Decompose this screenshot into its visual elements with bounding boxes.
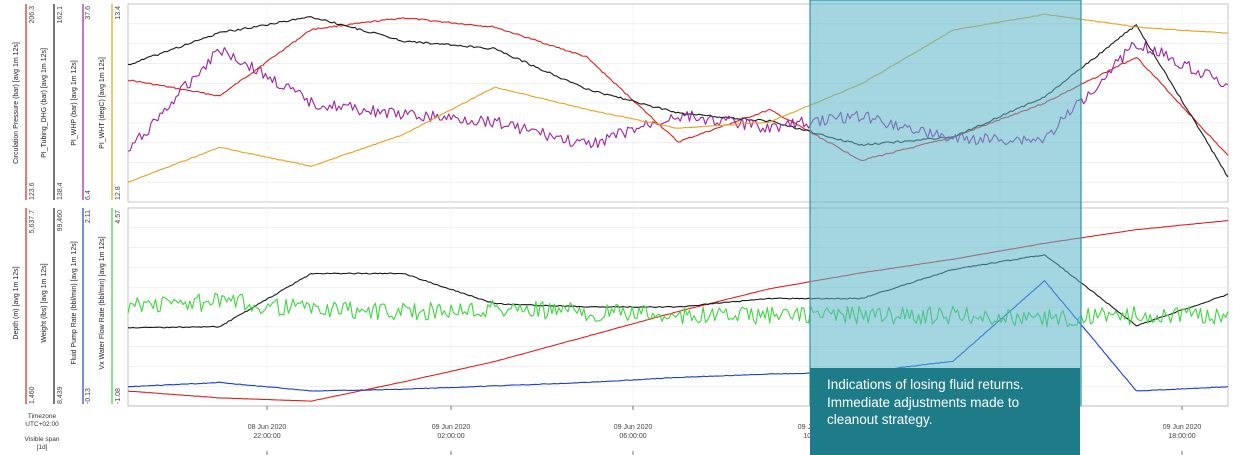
upper-axis-ticks: 206.3 123.6 162.1 138.4 37.6 6.4 13.4 12… xyxy=(29,6,122,200)
lower-axis-labels: Depth (m) [avg 1m 12s] Weight (lbs) [avg… xyxy=(13,236,106,369)
timezone-label: Timezone xyxy=(28,413,57,420)
axis-label-depth: Depth (m) [avg 1m 12s] xyxy=(13,266,20,339)
x-tick-time: 06:00:00 xyxy=(619,433,646,440)
lower-axis-ticks: 5,637.7 1,460 99,460 8,439 2.11 -0.13 4.… xyxy=(29,210,122,404)
annotation-callout: Indications of losing fluid returns. Imm… xyxy=(810,368,1080,455)
callout-line-3: cleanout strategy. xyxy=(827,412,933,427)
axis-label-fluid-pump-rate: Fluid Pump Rate (bbl/min) [avg 1m 12s] xyxy=(71,241,78,364)
x-tick-1: 09 Jun 2020 02:00:00 xyxy=(432,424,471,440)
tick-depth-max: 5,637.7 xyxy=(29,210,36,233)
x-tick-time: 02:00:00 xyxy=(437,433,464,440)
upper-axis-labels: Circulation Pressure (bar) [avg 1m 12s] … xyxy=(13,42,106,164)
x-tick-date: 09 Jun 2020 xyxy=(614,424,653,431)
tick-wht-max: 13.4 xyxy=(115,6,122,20)
chart-footer: Timezone UTC+02:00 Visible span [1d] xyxy=(25,413,60,451)
tick-water-min: -1.08 xyxy=(115,388,122,404)
x-tick-time: 22:00:00 xyxy=(253,433,280,440)
tick-tubing-min: 138.4 xyxy=(57,182,64,200)
tick-depth-min: 1,460 xyxy=(29,386,36,404)
visible-span-label: Visible span xyxy=(25,436,60,443)
visible-span-value: [1d] xyxy=(37,444,48,451)
axis-label-water-flow-rate: Vx Water Flow Rate (bbl/min) [avg 1m 12s… xyxy=(99,236,106,369)
tick-tubing-max: 162.1 xyxy=(57,6,64,24)
tick-water-max: 4.57 xyxy=(115,210,122,224)
timezone-value: UTC+02:00 xyxy=(25,421,59,428)
tick-weight-max: 99,460 xyxy=(57,210,64,232)
tick-circulation-min: 123.6 xyxy=(29,182,36,200)
axis-label-whp: PI_WHP (bar) [avg 1m 12s] xyxy=(71,60,78,146)
tick-pump-max: 2.11 xyxy=(85,210,92,223)
x-tick-time: 18:00:00 xyxy=(1168,433,1195,440)
axis-label-wht: PI_WHT (degC) [avg 1m 12s] xyxy=(99,57,106,149)
tick-circulation-max: 206.3 xyxy=(29,6,36,24)
tick-pump-min: -0.13 xyxy=(85,388,92,404)
x-tick-date: 09 Jun 2020 xyxy=(1163,424,1202,431)
axis-label-weight: Weight (lbs) [avg 1m 12s] xyxy=(41,263,48,342)
x-tick-2: 09 Jun 2020 06:00:00 xyxy=(614,424,653,440)
x-tick-date: 08 Jun 2020 xyxy=(248,424,287,431)
axis-label-tubing-dhg: PI_Tubing_DHG (bar) [avg 1m 12s] xyxy=(41,48,48,158)
highlight-region xyxy=(809,0,1082,407)
callout-line-1: Indications of losing fluid returns. xyxy=(827,377,1024,392)
tick-whp-max: 37.6 xyxy=(85,6,92,20)
tick-whp-min: 6.4 xyxy=(85,190,92,200)
axis-scale-bars xyxy=(25,4,113,404)
x-tick-0: 08 Jun 2020 22:00:00 xyxy=(248,424,287,440)
tick-weight-min: 8,439 xyxy=(57,386,64,404)
x-tick-4: 09 Jun 2020 18:00:00 xyxy=(1163,424,1202,440)
axis-label-circulation-pressure: Circulation Pressure (bar) [avg 1m 12s] xyxy=(13,42,20,164)
callout-line-2: Immediate adjustments made to xyxy=(827,394,1020,410)
x-tick-date: 09 Jun 2020 xyxy=(432,424,471,431)
tick-wht-min: 12.8 xyxy=(115,186,122,200)
